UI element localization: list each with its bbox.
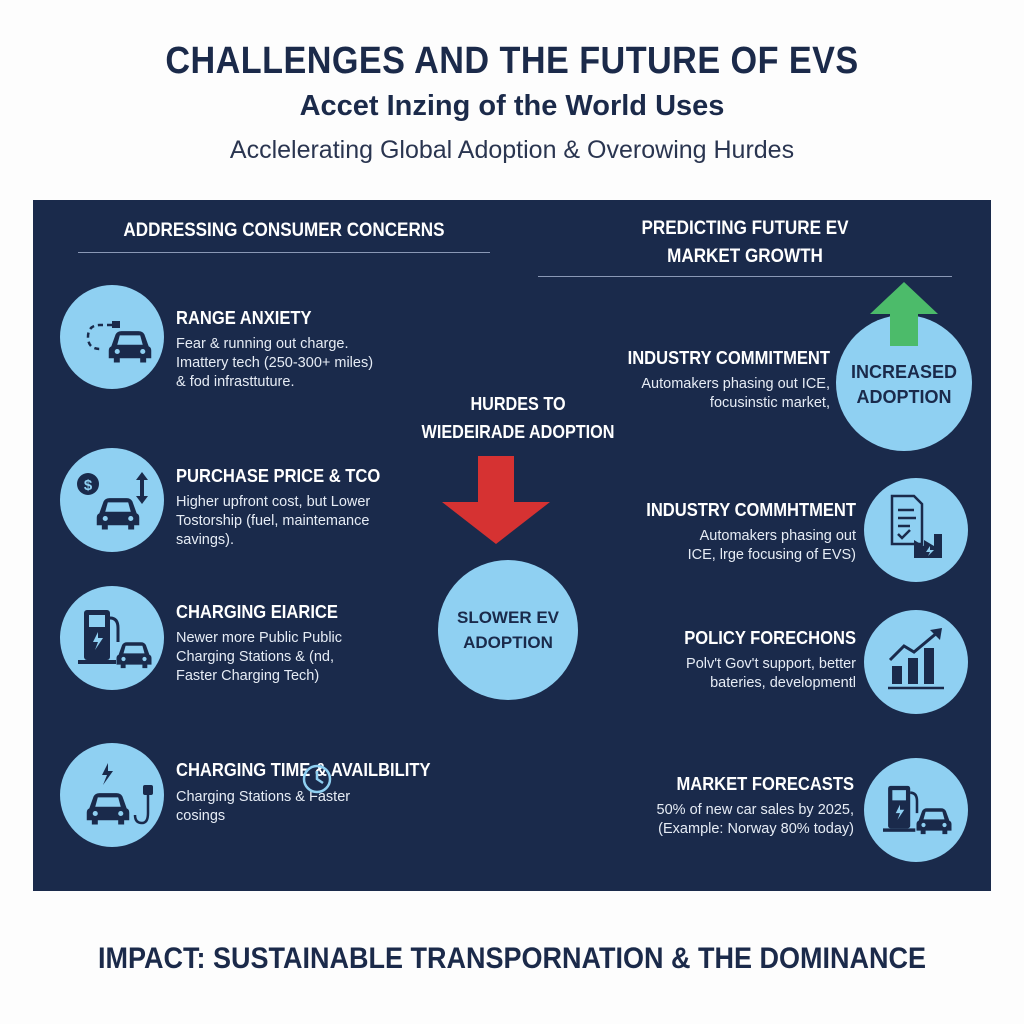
item-title: PURCHASE PRICE & TCO xyxy=(176,466,381,486)
industry-commitment-item: INDUSTRY COMMITMENT Automakers phasing ou… xyxy=(600,348,830,413)
divider xyxy=(78,252,490,253)
down-arrow-icon xyxy=(442,456,550,544)
item-text: Fear & running out charge. Imattery tech… xyxy=(176,336,374,390)
car-range-icon xyxy=(86,321,152,363)
heading-line: PREDICTING FUTURE EV xyxy=(641,218,849,239)
item-text: Charging Stations & Faster cosings xyxy=(176,789,351,824)
policy-item: POLICY FORECHONS Polv't Gov't support, be… xyxy=(620,628,856,693)
charging-station-icon xyxy=(76,608,152,669)
circle-line: SLOWER EV xyxy=(456,608,559,627)
item-title: INDUSTRY COMMHTMENT xyxy=(646,500,856,520)
right-section-heading: PREDICTING FUTURE EV MARKET GROWTH xyxy=(559,218,932,268)
item-title: MARKET FORECASTS xyxy=(676,774,854,794)
left-section-heading: ADDRESSING CONSUMER CONCERNS xyxy=(123,220,445,241)
market-icon-circle xyxy=(864,758,968,862)
heading-line: WIEDEIRADE ADOPTION xyxy=(421,422,615,442)
price-icon-circle: $ xyxy=(60,448,164,552)
car-price-icon: $ xyxy=(77,472,148,530)
page-title: CHALLENGES AND THE FUTURE OF EVS xyxy=(165,40,859,82)
item-title: CHARGING TIME & AVAILBILITY xyxy=(176,760,431,780)
circle-line: ADOPTION xyxy=(463,633,553,652)
item-title: RANGE ANXIETY xyxy=(176,308,312,328)
item-text: Automakers phasing out ICE, focusinstic … xyxy=(641,376,830,411)
charging-item: CHARGING EIARICE Newer more Public Public… xyxy=(176,602,376,686)
industry-commitment-item-2: INDUSTRY COMMHTMENT Automakers phasing ou… xyxy=(620,500,856,565)
page-subtitle: Accet Inzing of the World Uses xyxy=(299,90,725,122)
item-text: Automakers phasing out ICE, lrge focusin… xyxy=(687,528,856,563)
policy-icon-circle xyxy=(864,610,968,714)
heading-line: MARKET GROWTH xyxy=(667,246,823,267)
item-title: POLICY FORECHONS xyxy=(684,628,856,648)
item-text: 50% of new car sales by 2025, (Example: … xyxy=(656,802,854,837)
range-icon-circle xyxy=(60,285,164,389)
charging-station-icon xyxy=(881,784,952,835)
item-title: CHARGING EIARICE xyxy=(176,602,338,622)
item-title: INDUSTRY COMMITMENT xyxy=(627,348,830,368)
slower-adoption-circle: SLOWER EV ADOPTION xyxy=(438,560,578,700)
item-text: Polv't Gov't support, better bateries, d… xyxy=(686,656,856,691)
infographic-panel xyxy=(33,200,991,891)
document-factory-icon xyxy=(890,494,942,558)
car-plug-icon xyxy=(86,763,153,825)
page-tagline: Acclelerating Global Adoption & Overowin… xyxy=(229,136,795,164)
charging-time-item: CHARGING TIME & AVAILBILITY Charging Stat… xyxy=(176,758,431,826)
up-arrow-icon xyxy=(870,282,938,346)
market-forecasts-item: MARKET FORECASTS 50% of new car sales by … xyxy=(600,774,854,839)
footer-impact: IMPACT: SUSTAINABLE TRANSPORNATION & THE… xyxy=(98,942,926,975)
purchase-price-item: PURCHASE PRICE & TCO Higher upfront cost,… xyxy=(176,466,386,550)
bar-chart-growth-icon xyxy=(888,628,944,690)
heading-line: HURDES TO xyxy=(470,394,566,414)
clock-icon xyxy=(302,764,332,794)
commitment-icon-circle xyxy=(864,478,968,582)
circle-line: INCREASED xyxy=(850,362,957,382)
divider xyxy=(538,276,952,277)
svg-text:$: $ xyxy=(84,477,93,494)
hurdles-heading: HURDES TO WIEDEIRADE ADOPTION xyxy=(410,390,626,446)
item-text: Higher upfront cost, but Lower Tostorshi… xyxy=(176,494,371,548)
charging-time-icon-circle xyxy=(60,743,164,847)
charging-icon-circle xyxy=(60,586,164,690)
item-text: Newer more Public Public Charging Statio… xyxy=(176,630,343,684)
range-anxiety-item: RANGE ANXIETY Fear & running out charge. … xyxy=(176,308,376,392)
circle-line: ADOPTION xyxy=(856,387,952,407)
